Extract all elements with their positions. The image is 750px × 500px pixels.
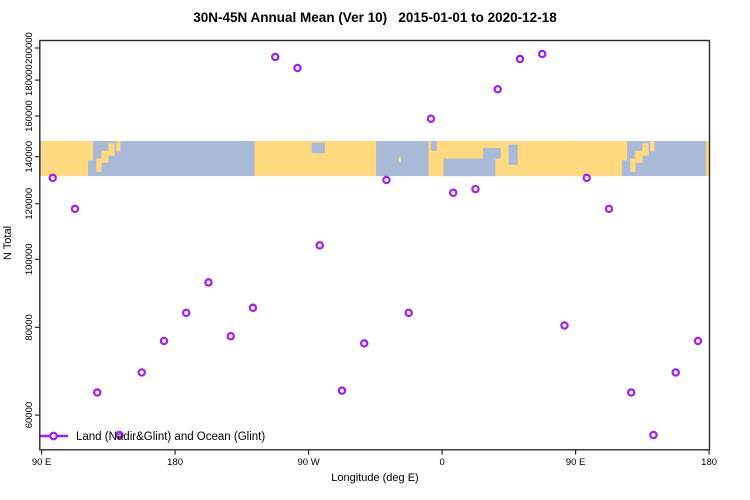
data-point	[426, 114, 436, 123]
data-point	[226, 331, 235, 341]
data-point	[48, 173, 57, 183]
legend-marker-icon	[49, 431, 58, 441]
y-tick-label: 60000	[24, 402, 35, 428]
data-point	[515, 54, 525, 64]
data-point	[493, 84, 502, 94]
y-axis-title: N Total	[2, 226, 14, 260]
x-axis: 90 E 180 90 W 0 90 E 180	[32, 449, 717, 468]
x-tick-label: 90 E	[32, 457, 52, 468]
x-axis-title: Longitude (deg E)	[331, 472, 418, 484]
map-land-feature	[622, 141, 628, 161]
y-axis: 60000 80000 100000 120000 140000 160000 180000…	[24, 32, 40, 428]
data-point	[560, 321, 569, 330]
data-point	[115, 430, 124, 440]
x-tick-label: 180	[701, 457, 717, 468]
data-point	[159, 336, 169, 346]
data-point	[293, 63, 302, 73]
map-land-feature	[88, 141, 94, 161]
x-tick-label: 90 E	[566, 457, 586, 468]
map-ocean-feature	[311, 142, 325, 154]
data-point	[248, 303, 258, 313]
map-ocean-feature	[430, 141, 437, 151]
data-point	[315, 241, 324, 250]
map-land-feature	[642, 143, 649, 156]
map-land-segment	[575, 141, 623, 177]
data-point	[582, 173, 591, 183]
map-ocean-feature	[508, 144, 518, 165]
map-land-feature	[96, 158, 102, 172]
data-point	[382, 175, 391, 185]
map-land-feature	[398, 156, 401, 163]
data-point	[537, 49, 547, 59]
chart-title: 30N-45N Annual Mean (Ver 10) 2015-01-01 …	[193, 10, 557, 25]
data-point	[204, 278, 213, 287]
map-land-feature	[650, 141, 655, 152]
y-tick-label: 100000	[24, 243, 35, 275]
map-ocean-feature	[482, 148, 501, 159]
x-tick-label: 0	[439, 457, 444, 468]
data-point	[181, 308, 191, 318]
plot-border	[39, 39, 711, 451]
map-band	[39, 141, 710, 177]
data-point	[137, 368, 146, 377]
data-point	[270, 52, 280, 62]
data-point	[671, 368, 680, 377]
data-point	[70, 204, 80, 214]
map-land-feature	[635, 150, 643, 163]
y-tick-label: 140000	[24, 141, 35, 173]
data-point	[604, 204, 614, 214]
legend: Land (Nadir&Glint) and Ocean (Glint)	[40, 431, 265, 443]
data-point	[92, 388, 102, 397]
data-point	[693, 336, 703, 346]
data-point	[359, 339, 369, 348]
y-tick-label: 180000	[24, 64, 35, 96]
data-point	[404, 308, 413, 318]
data-point	[448, 188, 458, 198]
y-tick-label: 160000	[24, 100, 35, 132]
map-land-feature	[116, 141, 121, 152]
legend-label: Land (Nadir&Glint) and Ocean (Glint)	[76, 431, 265, 443]
data-point	[626, 388, 636, 397]
y-tick-label: 80000	[24, 314, 35, 340]
x-tick-label: 90 W	[298, 457, 320, 468]
y-tick-label: 200000	[24, 32, 35, 64]
map-land-feature	[108, 143, 115, 156]
data-points	[48, 49, 703, 440]
x-tick-label: 180	[167, 457, 183, 468]
map-land-segment	[705, 141, 710, 177]
data-point	[337, 386, 347, 395]
data-point	[471, 184, 480, 194]
map-land-segment	[41, 141, 89, 177]
data-point	[649, 430, 658, 440]
y-tick-label: 120000	[24, 188, 35, 220]
map-land-feature	[630, 158, 636, 172]
map-land-feature	[101, 150, 109, 163]
map-ocean-feature	[443, 158, 496, 177]
